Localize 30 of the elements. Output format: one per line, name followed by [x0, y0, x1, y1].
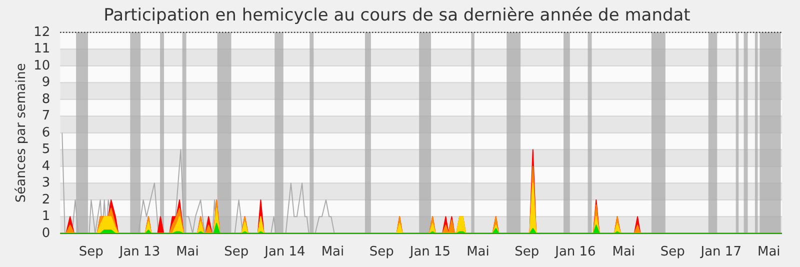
- chart-title: Participation en hemicycle au cours de sa dernière année de mandat: [104, 6, 691, 26]
- y-tick-label: 11: [34, 42, 50, 57]
- x-tick-label: Mai: [466, 244, 490, 260]
- x-tick-label: Sep: [514, 244, 540, 260]
- y-tick-label: 9: [42, 75, 50, 90]
- y-axis-title: Séances par semaine: [14, 63, 30, 203]
- y-tick-label: 4: [42, 158, 50, 174]
- x-tick-label: Jan 13: [118, 244, 160, 260]
- x-tick-label: Jan 15: [408, 244, 451, 260]
- x-tick-label: Sep: [369, 244, 394, 260]
- x-tick-label: Sep: [224, 244, 249, 260]
- x-tick-label: Mai: [757, 244, 780, 260]
- y-tick-label: 0: [42, 226, 50, 241]
- y-tick-label: 3: [42, 176, 50, 191]
- y-tick-label: 8: [42, 92, 50, 107]
- y-tick-label: 6: [42, 125, 50, 140]
- x-tick-label: Jan 14: [264, 244, 306, 260]
- y-tick-label: 2: [42, 192, 50, 208]
- y-tick-label: 7: [42, 108, 50, 124]
- x-tick-label: Mai: [612, 244, 636, 260]
- x-tick-label: Jan 16: [554, 244, 596, 260]
- y-tick-label: 10: [34, 58, 50, 74]
- x-tick-label: Mai: [321, 244, 344, 260]
- x-tick-label: Sep: [78, 244, 104, 260]
- y-tick-label: 5: [42, 142, 50, 158]
- y-tick-label: 12: [34, 24, 50, 40]
- x-tick-label: Sep: [660, 244, 685, 260]
- x-tick-label: Mai: [176, 244, 199, 260]
- x-tick-label: Jan 17: [700, 244, 742, 260]
- y-tick-label: 1: [42, 209, 50, 224]
